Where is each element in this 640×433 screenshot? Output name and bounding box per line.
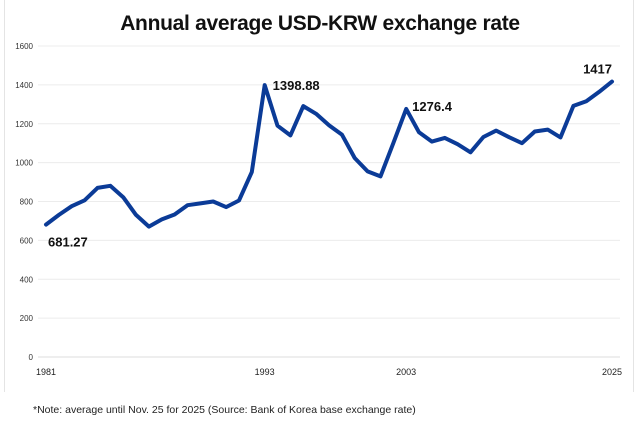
chart-frame (4, 0, 634, 392)
y-tick-label: 1200 (15, 120, 33, 129)
y-tick-label: 1600 (15, 42, 33, 51)
x-tick-label: 1993 (255, 367, 275, 377)
series-line (44, 79, 614, 229)
y-tick-label: 0 (29, 353, 34, 362)
y-tick-label: 200 (20, 314, 34, 323)
line-chart: 0 200 400 600 800 1000 1200 1400 1600 1981 1993 200… (15, 42, 622, 377)
chart-title: Annual average USD-KRW exchange rate (120, 12, 520, 35)
data-label: 1417 (583, 62, 612, 77)
x-tick-label: 1981 (36, 367, 56, 377)
y-tick-label: 1000 (15, 159, 33, 168)
y-tick-label: 1400 (15, 81, 33, 90)
source-note: *Note: average until Nov. 25 for 2025 (S… (33, 404, 416, 416)
y-tick-label: 400 (20, 275, 34, 284)
data-label: 1276.4 (412, 99, 453, 114)
data-label: 1398.88 (273, 78, 320, 93)
data-label: 681.27 (48, 235, 88, 250)
y-tick-label: 600 (20, 236, 34, 245)
x-tick-label: 2025 (602, 367, 622, 377)
x-tick-label: 2003 (396, 367, 416, 377)
y-tick-label: 800 (20, 198, 34, 207)
